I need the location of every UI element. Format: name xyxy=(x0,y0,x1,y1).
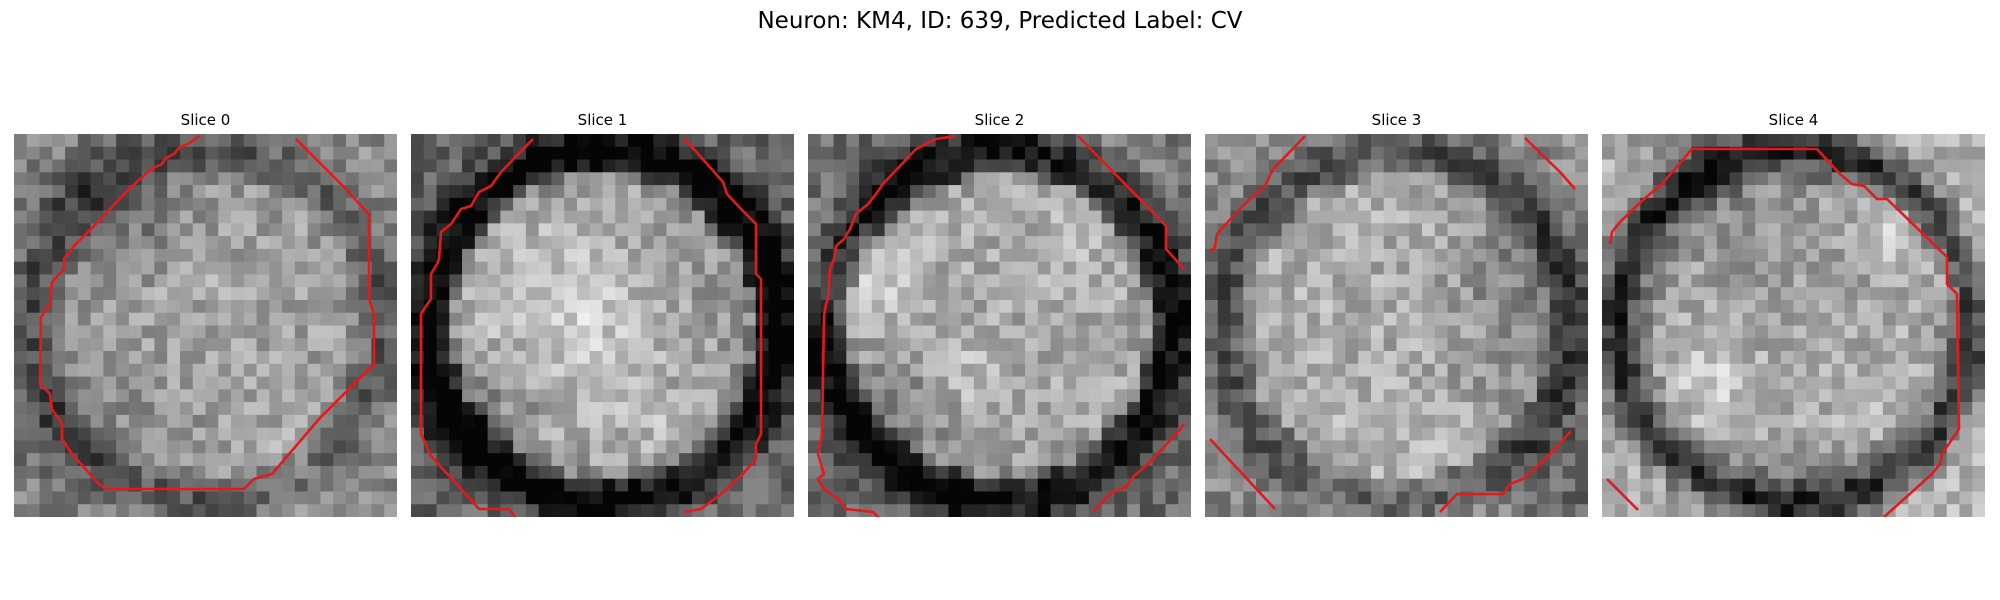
slice-image xyxy=(411,134,794,517)
contour-line xyxy=(1077,135,1185,270)
figure-title: Neuron: KM4, ID: 639, Predicted Label: C… xyxy=(757,8,1243,34)
slice-title: Slice 2 xyxy=(974,111,1025,129)
contour-line xyxy=(1608,147,1961,517)
slice-panel-4: Slice 4 xyxy=(1602,110,1985,517)
contour-line xyxy=(1524,137,1576,190)
slice-image xyxy=(1602,134,1985,517)
contour-line xyxy=(1209,438,1276,510)
contour-line xyxy=(816,134,957,517)
slice-image xyxy=(14,134,397,517)
slice-panel-1: Slice 1 xyxy=(411,110,794,517)
slice-title: Slice 1 xyxy=(577,111,628,129)
contour-line xyxy=(1092,423,1186,513)
slice-image xyxy=(1205,134,1588,517)
contour-line xyxy=(1439,430,1572,513)
slice-panel-2: Slice 2 xyxy=(808,110,1191,517)
slice-title: Slice 3 xyxy=(1371,111,1422,129)
slice-image xyxy=(808,134,1191,517)
contour-line xyxy=(683,137,763,514)
slice-panel-3: Slice 3 xyxy=(1205,110,1588,517)
contour-line xyxy=(38,134,376,491)
contour-line xyxy=(419,138,534,517)
contour-line xyxy=(1606,478,1639,511)
slice-title: Slice 0 xyxy=(180,111,231,129)
slice-panel-0: Slice 0 xyxy=(14,110,397,517)
contour-line xyxy=(1209,135,1306,253)
slice-title: Slice 4 xyxy=(1768,111,1819,129)
